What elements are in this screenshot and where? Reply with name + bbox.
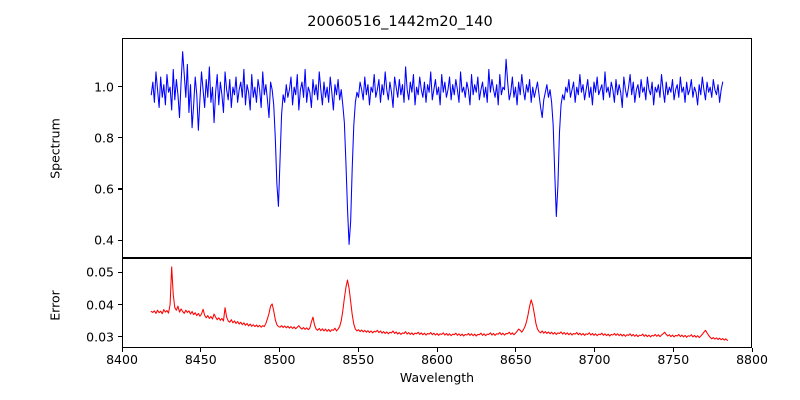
y-tick-label: 0.4 bbox=[94, 232, 114, 248]
x-tick-label: 8750 bbox=[657, 352, 690, 367]
y-tick-mark bbox=[118, 271, 122, 274]
y-tick-label: 0.04 bbox=[86, 297, 114, 313]
x-tick-mark bbox=[279, 348, 281, 352]
y-tick-mark bbox=[118, 239, 122, 241]
x-tick-mark bbox=[357, 348, 359, 352]
y-tick-mark bbox=[118, 188, 122, 190]
y-tick-mark bbox=[118, 304, 122, 306]
y-tick-mark bbox=[118, 86, 122, 88]
x-tick-label: 8500 bbox=[263, 352, 296, 367]
x-tick-label: 8650 bbox=[499, 352, 532, 367]
y-tick-label: 0.05 bbox=[86, 264, 114, 280]
x-tick-mark bbox=[751, 348, 753, 352]
y-tick-label: 0.6 bbox=[94, 181, 114, 197]
y-tick-mark bbox=[118, 336, 122, 338]
spectrum-plot-panel bbox=[122, 38, 752, 258]
x-tick-mark bbox=[436, 348, 438, 352]
x-axis-label: Wavelength bbox=[399, 370, 475, 385]
y-tick-label: 0.8 bbox=[94, 130, 114, 146]
spectrum-line-series bbox=[123, 39, 751, 257]
x-tick-mark bbox=[200, 348, 202, 352]
x-tick-mark bbox=[121, 348, 123, 352]
x-tick-mark bbox=[672, 348, 674, 352]
x-tick-label: 8550 bbox=[342, 352, 375, 367]
chart-title: 20060516_1442m20_140 bbox=[307, 14, 493, 30]
error-line-series bbox=[123, 259, 751, 347]
y-tick-label: 1.0 bbox=[94, 79, 114, 95]
x-tick-label: 8800 bbox=[736, 352, 768, 367]
y-tick-mark bbox=[118, 137, 122, 139]
x-tick-label: 8600 bbox=[421, 352, 453, 367]
y-axis-label-error: Error bbox=[47, 290, 63, 321]
x-tick-mark bbox=[594, 348, 596, 352]
y-axis-label-spectrum: Spectrum bbox=[47, 118, 63, 179]
y-tick-label: 0.03 bbox=[86, 329, 114, 345]
x-tick-label: 8450 bbox=[184, 352, 217, 367]
x-tick-label: 8700 bbox=[578, 352, 611, 367]
error-plot-panel bbox=[122, 258, 752, 348]
x-tick-label: 8400 bbox=[106, 352, 138, 367]
x-tick-mark bbox=[515, 348, 517, 352]
